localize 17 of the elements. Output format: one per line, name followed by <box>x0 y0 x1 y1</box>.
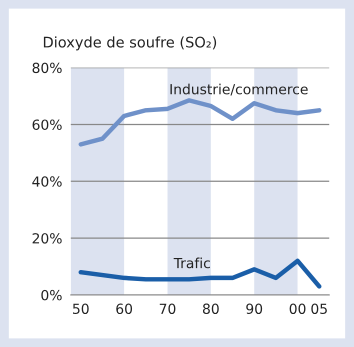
y-tick-label: 20% <box>32 233 62 244</box>
x-tick-label: 00 <box>290 304 306 314</box>
x-tick-label: 05 <box>311 304 327 314</box>
x-tick-label: 60 <box>116 304 132 314</box>
y-tick-label: 0% <box>41 290 62 300</box>
y-tick-label: 80% <box>32 62 62 74</box>
x-tick-label: 90 <box>246 304 262 314</box>
y-tick-label: 40% <box>32 176 62 187</box>
line-series <box>78 98 322 147</box>
chart-title: Dioxyde de soufre (SO₂) <box>44 36 216 50</box>
series-label: Industrie/commerce <box>170 84 308 96</box>
x-tick-label: 50 <box>73 304 89 314</box>
x-tick-label: 80 <box>202 304 219 314</box>
y-tick-label: 60% <box>32 119 62 130</box>
x-tick-label: 70 <box>160 304 176 314</box>
series-label: Trafic <box>174 258 210 268</box>
line-series <box>78 258 322 289</box>
